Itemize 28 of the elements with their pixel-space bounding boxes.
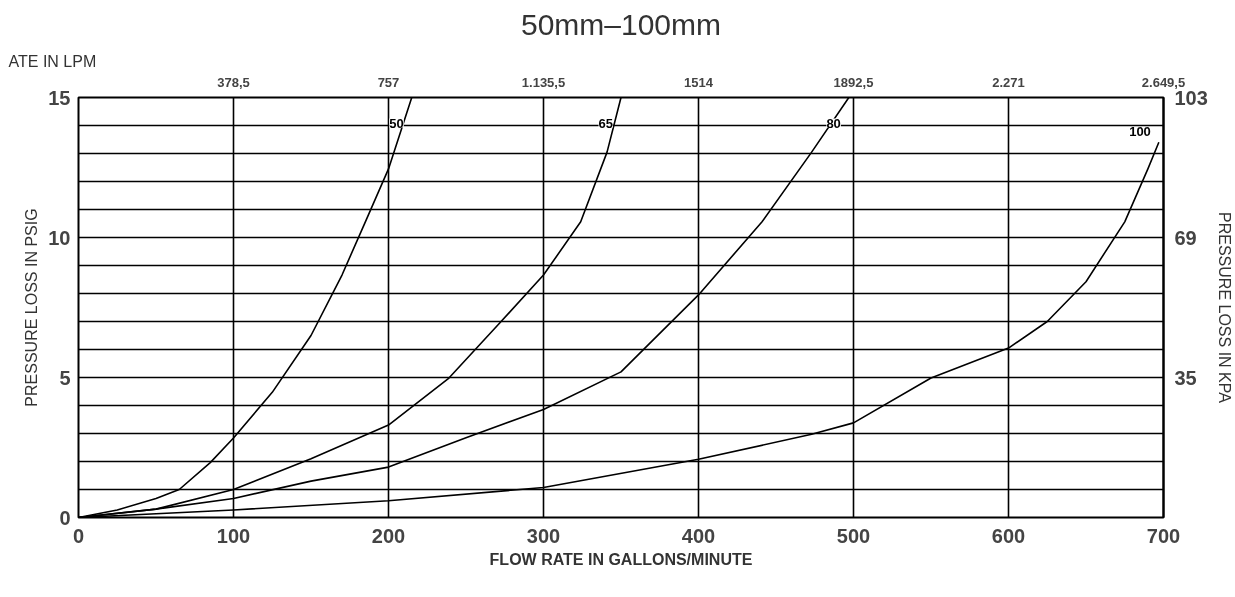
y-tick-label: 0: [59, 506, 71, 529]
x-tick-label: 300: [526, 524, 561, 547]
y2-tick-label: 69: [1174, 226, 1197, 249]
y-tick-label: 5: [59, 366, 71, 389]
x2-tick-label: 1514: [684, 74, 714, 90]
x-tick-label: 100: [216, 524, 251, 547]
y2-axis-title: PRESSURE LOSS IN KPA: [1215, 212, 1233, 404]
x-tick-label: 700: [1146, 524, 1181, 547]
y2-tick-label: 35: [1174, 366, 1197, 389]
x-tick-label: 500: [836, 524, 871, 547]
y-tick-label: 10: [48, 226, 71, 249]
x-tick-label: 600: [991, 524, 1026, 547]
x2-tick-label: 1892,5: [833, 74, 874, 90]
x2-tick-label: 1.135,5: [521, 74, 566, 90]
x-tick-label: 200: [371, 524, 406, 547]
x2-tick-label: 378,5: [217, 74, 250, 90]
x-tick-label: 400: [681, 524, 716, 547]
series-label: 50: [389, 115, 404, 131]
series-label: 65: [598, 115, 614, 131]
x-axis-title: FLOW RATE IN GALLONS/MINUTE: [489, 550, 753, 568]
x2-tick-label: 2.271: [992, 74, 1025, 90]
series-label: 80: [826, 115, 841, 131]
y-tick-label: 15: [48, 86, 71, 109]
x2-axis-title: ATE IN LPM: [8, 52, 97, 70]
x2-tick-label: 757: [377, 74, 400, 90]
series-label: 100: [1129, 124, 1151, 140]
chart-title: 50mm–100mm: [520, 7, 722, 41]
y-axis-title: PRESSURE LOSS IN PSIG: [23, 208, 41, 407]
